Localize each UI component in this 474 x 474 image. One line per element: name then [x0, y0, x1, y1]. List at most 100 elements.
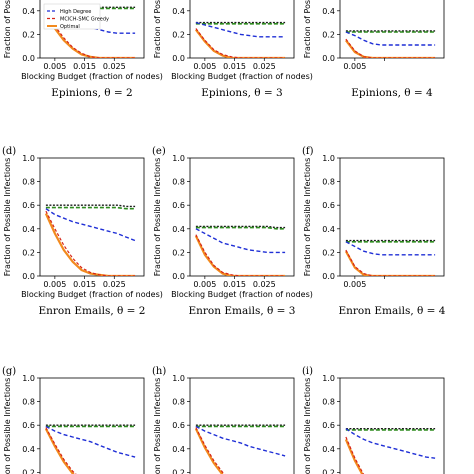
- y-tick-label: 1.0: [22, 374, 35, 383]
- y-axis-label: Fraction of Possible Infections: [3, 378, 12, 474]
- y-tick-label: 0.0: [172, 54, 185, 63]
- y-tick-label: 0.4: [172, 225, 185, 234]
- series-line-high-degree: [195, 21, 286, 38]
- x-tick-label: 0.015: [73, 62, 96, 71]
- series-line-optimal: [194, 428, 224, 474]
- series-group: [344, 428, 436, 474]
- y-tick-label: 0.2: [322, 248, 335, 257]
- panel-label: (e): [152, 146, 166, 157]
- y-tick-label: 1.0: [172, 374, 185, 383]
- x-axis-label: Blocking Budget (fraction of nodes): [171, 72, 313, 81]
- y-tick-label: 0.4: [322, 445, 335, 454]
- x-tick-label: 0.015: [73, 280, 96, 289]
- x-axis-label: Blocking Budget (fraction of nodes): [21, 72, 163, 81]
- series-line-optimal: [344, 250, 436, 276]
- panel-caption: Epinions, θ = 2: [51, 87, 133, 99]
- series-line-smc: [195, 427, 226, 474]
- y-tick-label: 0.6: [172, 421, 185, 430]
- legend-box: [43, 3, 101, 30]
- y-axis-label: Fraction of Possible Infections: [3, 158, 12, 277]
- series-line-smc: [345, 38, 436, 58]
- y-axis-label: Fraction of Possible Infections: [153, 378, 162, 474]
- y-tick-label: 0.0: [322, 54, 335, 63]
- series-group: [344, 239, 436, 276]
- y-tick-label: 0.2: [172, 30, 185, 39]
- y-tick-label: 0.6: [322, 421, 335, 430]
- series-line-optimal: [195, 29, 286, 58]
- plot-frame: [339, 157, 445, 277]
- y-tick-label: 0.2: [322, 30, 335, 39]
- y-tick-label: 0.8: [172, 178, 185, 187]
- series-group: [194, 225, 286, 276]
- series-group: [195, 21, 286, 58]
- y-tick-label: 0.8: [22, 178, 35, 187]
- series-line-high-degree: [45, 208, 136, 242]
- y-tick-label: 0.2: [22, 468, 35, 474]
- x-tick-label: 0.025: [103, 62, 126, 71]
- y-tick-label: 0.0: [22, 54, 35, 63]
- y-axis-label: Fraction of Possible Infections: [303, 158, 312, 277]
- plot-frame: [189, 157, 295, 277]
- y-tick-label: 0.2: [172, 468, 185, 474]
- y-tick-label: 0.4: [172, 445, 185, 454]
- series-line-green: [195, 226, 286, 230]
- y-tick-label: 0.0: [172, 272, 185, 281]
- y-tick-label: 1.0: [172, 154, 185, 163]
- y-axis-label: Fraction of Possible Infections: [153, 158, 162, 277]
- x-tick-label: 0.015: [223, 280, 246, 289]
- y-tick-label: 0.8: [172, 398, 185, 407]
- y-tick-label: 0.0: [22, 272, 35, 281]
- series-line-green-dark: [195, 225, 286, 229]
- x-tick-label: 0.005: [43, 280, 66, 289]
- y-tick-label: 1.0: [322, 374, 335, 383]
- plot-frame: [189, 0, 295, 59]
- y-tick-label: 0.4: [22, 7, 35, 16]
- y-tick-label: 0.6: [322, 201, 335, 210]
- y-tick-label: 0.6: [22, 421, 35, 430]
- panel-4: 0.0 0.2 0.4 0.6 0.8 1.0 0.005 0.015 0.025 Fractio…: [2, 146, 163, 317]
- legend-entry: Optimal: [60, 24, 80, 30]
- y-tick-label: 0.8: [22, 398, 35, 407]
- series-line-high-degree: [45, 425, 136, 458]
- panel-caption: Epinions, θ = 4: [351, 87, 433, 99]
- series-group: [194, 424, 286, 474]
- series-line-high-degree: [345, 241, 436, 256]
- y-tick-label: 0.6: [172, 201, 185, 210]
- y-tick-label: 0.4: [22, 445, 35, 454]
- x-tick-label: 0.005: [343, 280, 366, 289]
- panel-label: (i): [302, 366, 313, 377]
- series-line-high-degree: [195, 228, 286, 254]
- y-tick-label: 0.6: [22, 201, 35, 210]
- y-tick-label: 0.2: [322, 468, 335, 474]
- panel-8: 0.2 0.4 0.6 0.8 1.0 Fraction of Possible Infe…: [152, 366, 295, 474]
- panel-5: 0.0 0.2 0.4 0.6 0.8 1.0 0.005 0.015 0.025 Fractio…: [152, 146, 313, 317]
- y-tick-label: 0.2: [172, 248, 185, 257]
- series-line-smc: [195, 234, 286, 276]
- x-axis-label: Blocking Budget (fraction of nodes): [171, 290, 313, 299]
- panel-9: 0.2 0.4 0.6 0.8 1.0 Fraction of Possible Infe…: [302, 366, 445, 474]
- y-tick-label: 0.2: [22, 248, 35, 257]
- x-tick-label: 0.005: [193, 62, 216, 71]
- y-tick-label: 0.4: [22, 225, 35, 234]
- x-tick-label: 0.005: [193, 280, 216, 289]
- x-tick-label: 0.025: [253, 280, 276, 289]
- x-tick-label: 0.025: [103, 280, 126, 289]
- plot-frame: [39, 157, 145, 277]
- series-line-optimal: [44, 428, 75, 474]
- series-line-optimal: [194, 235, 286, 276]
- series-line-green: [45, 206, 136, 210]
- legend-entry: MCICH-SMC Greedy: [60, 17, 109, 23]
- y-tick-label: 0.4: [322, 7, 335, 16]
- panel-caption: Enron Emails, θ = 3: [188, 305, 295, 317]
- panel-7: 0.2 0.4 0.6 0.8 1.0 Fraction of Possible Infe…: [2, 366, 145, 474]
- panel-caption: Enron Emails, θ = 4: [338, 305, 445, 317]
- series-line-high-degree: [345, 428, 436, 459]
- series-line-smc: [345, 436, 365, 474]
- y-tick-label: 1.0: [22, 154, 35, 163]
- panel-caption: Epinions, θ = 3: [201, 87, 283, 99]
- panel-label: (g): [2, 366, 16, 377]
- x-tick-label: 0.005: [43, 62, 66, 71]
- y-tick-label: 0.8: [322, 398, 335, 407]
